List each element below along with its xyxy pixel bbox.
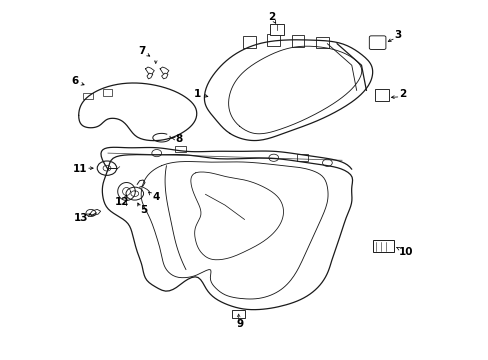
FancyBboxPatch shape (83, 93, 93, 99)
Text: 8: 8 (175, 134, 182, 144)
Polygon shape (147, 73, 153, 79)
Text: 1: 1 (193, 89, 201, 99)
FancyBboxPatch shape (374, 89, 388, 101)
Text: 6: 6 (71, 76, 78, 86)
Text: 4: 4 (152, 192, 159, 202)
FancyBboxPatch shape (291, 35, 304, 46)
FancyBboxPatch shape (296, 154, 308, 161)
FancyBboxPatch shape (102, 89, 112, 96)
FancyBboxPatch shape (316, 37, 328, 48)
Polygon shape (161, 73, 167, 79)
Text: 11: 11 (72, 163, 87, 174)
Text: 2: 2 (399, 89, 406, 99)
Text: 12: 12 (114, 197, 129, 207)
Text: 5: 5 (140, 206, 147, 216)
Text: 3: 3 (394, 30, 401, 40)
Text: 10: 10 (398, 247, 413, 257)
Text: 9: 9 (236, 319, 243, 329)
Text: 13: 13 (74, 213, 88, 222)
FancyBboxPatch shape (270, 24, 284, 35)
Text: 7: 7 (138, 46, 145, 56)
Text: 2: 2 (267, 12, 274, 22)
FancyBboxPatch shape (372, 239, 393, 252)
FancyBboxPatch shape (174, 145, 186, 152)
FancyBboxPatch shape (267, 35, 280, 46)
FancyBboxPatch shape (368, 36, 385, 49)
FancyBboxPatch shape (232, 310, 244, 318)
FancyBboxPatch shape (243, 36, 255, 48)
